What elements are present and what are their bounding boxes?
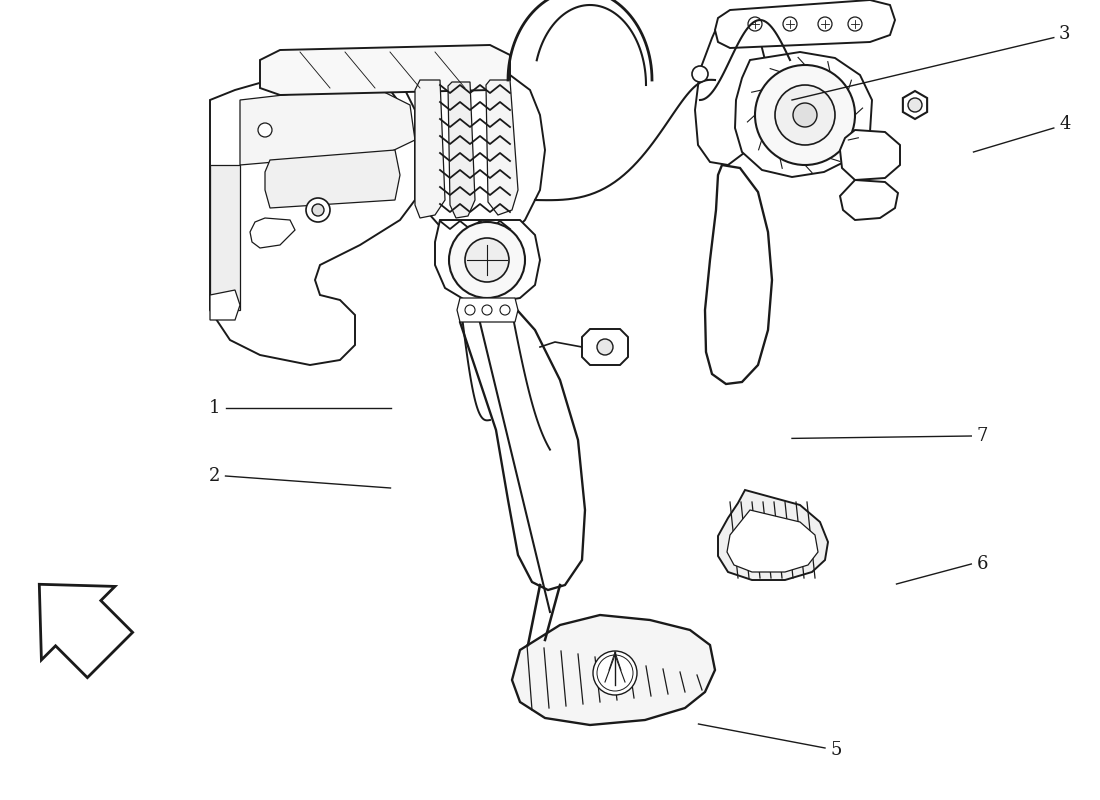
Text: 1: 1 bbox=[209, 399, 220, 417]
Circle shape bbox=[465, 305, 475, 315]
Polygon shape bbox=[718, 490, 828, 580]
Circle shape bbox=[306, 198, 330, 222]
Polygon shape bbox=[735, 52, 872, 177]
Circle shape bbox=[312, 204, 324, 216]
Polygon shape bbox=[456, 298, 518, 322]
Text: 5: 5 bbox=[830, 742, 842, 759]
Polygon shape bbox=[715, 0, 895, 48]
Polygon shape bbox=[512, 615, 715, 725]
Polygon shape bbox=[486, 80, 518, 215]
Circle shape bbox=[783, 17, 798, 31]
Circle shape bbox=[755, 65, 855, 165]
Polygon shape bbox=[210, 290, 240, 320]
Circle shape bbox=[776, 85, 835, 145]
Polygon shape bbox=[727, 510, 818, 572]
Circle shape bbox=[593, 651, 637, 695]
Circle shape bbox=[482, 305, 492, 315]
Text: 3: 3 bbox=[1059, 25, 1070, 42]
Circle shape bbox=[692, 66, 708, 82]
Circle shape bbox=[848, 17, 862, 31]
Polygon shape bbox=[260, 45, 510, 95]
Text: 7: 7 bbox=[977, 427, 988, 445]
Polygon shape bbox=[582, 329, 628, 365]
Polygon shape bbox=[448, 82, 475, 218]
Circle shape bbox=[908, 98, 922, 112]
Polygon shape bbox=[705, 165, 772, 384]
Polygon shape bbox=[400, 70, 544, 242]
Polygon shape bbox=[434, 220, 540, 302]
Circle shape bbox=[793, 103, 817, 127]
Polygon shape bbox=[210, 75, 415, 365]
Polygon shape bbox=[40, 584, 133, 678]
Polygon shape bbox=[460, 300, 585, 590]
Polygon shape bbox=[250, 218, 295, 248]
Polygon shape bbox=[265, 150, 400, 208]
Polygon shape bbox=[903, 91, 927, 119]
Circle shape bbox=[597, 339, 613, 355]
Polygon shape bbox=[695, 20, 770, 165]
Circle shape bbox=[818, 17, 832, 31]
Text: 6: 6 bbox=[977, 555, 988, 573]
Circle shape bbox=[465, 238, 509, 282]
Circle shape bbox=[748, 17, 762, 31]
Polygon shape bbox=[840, 130, 900, 180]
Polygon shape bbox=[415, 80, 446, 218]
Circle shape bbox=[597, 655, 632, 691]
Text: 2: 2 bbox=[209, 467, 220, 485]
Circle shape bbox=[258, 123, 272, 137]
Circle shape bbox=[500, 305, 510, 315]
Polygon shape bbox=[210, 165, 240, 310]
Circle shape bbox=[449, 222, 525, 298]
Polygon shape bbox=[840, 180, 898, 220]
Polygon shape bbox=[240, 85, 415, 165]
Text: 4: 4 bbox=[1059, 115, 1070, 133]
